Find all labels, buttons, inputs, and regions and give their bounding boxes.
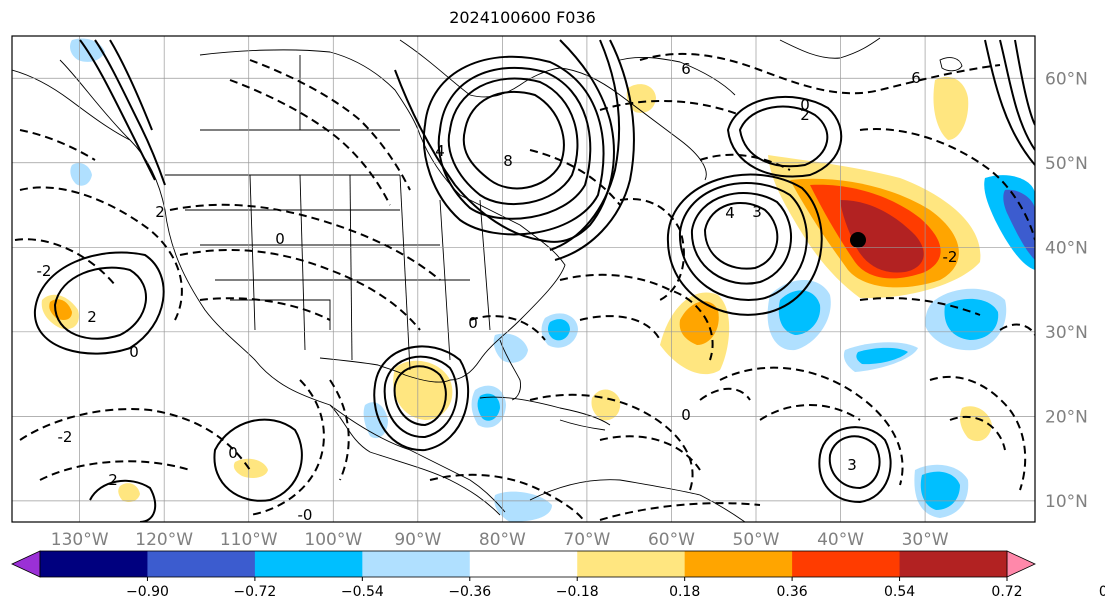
colorbar-swatch (40, 551, 148, 577)
colorbar-tick-label: −0.90 (126, 584, 169, 600)
contour-label: 2 (155, 203, 165, 221)
anomaly-shading (41, 38, 1035, 522)
colorbar-swatch (469, 551, 578, 577)
colorbar-tick-label: −0.18 (556, 584, 599, 600)
contour-label: -2 (37, 262, 52, 280)
colorbar-tick-label: 0.90 (1099, 584, 1105, 600)
contour-label: 0 (681, 406, 691, 424)
contour-label: 3 (847, 456, 857, 474)
contour-label: 3 (752, 203, 762, 221)
latitude-label: 20°N (1045, 407, 1088, 427)
colorbar-swatch (684, 551, 793, 577)
contours-solid (33, 39, 1035, 522)
contour-label: -2 (58, 428, 73, 446)
map-panel: 6 4 2 0 -2 8 4 3 2 0 -2 2 0 0 0 -2 3 6 0… (12, 36, 1035, 524)
graticule (12, 36, 1035, 522)
longitude-label: 100°W (304, 530, 362, 550)
colorbar-tick-label: 0.36 (777, 584, 808, 600)
colorbar-extend-high (1006, 550, 1036, 578)
longitude-label: 60°W (648, 530, 695, 550)
contour-label: 0 (800, 96, 810, 114)
longitude-labels: 130°W 120°W 110°W 100°W 90°W 80°W 70°W 60°W 50°W… (51, 530, 949, 550)
longitude-label: 40°W (817, 530, 864, 550)
contour-label: -0 (298, 506, 313, 524)
contour-label: -2 (943, 248, 958, 266)
contours-dashed (14, 52, 1035, 522)
colorbar-tick-label: −0.54 (341, 584, 384, 600)
colorbar-swatch (362, 551, 471, 577)
latitude-label: 60°N (1045, 69, 1088, 89)
colorbar-tick-label: −0.72 (233, 584, 276, 600)
contour-label: 0 (468, 314, 478, 332)
colorbar-swatch (899, 551, 1008, 577)
colorbar-swatch (254, 551, 363, 577)
contour-label: 2 (87, 308, 97, 326)
colorbar-tick-label: 0.72 (991, 584, 1022, 600)
contour-label: 4 (725, 204, 735, 222)
colorbar-tick-labels: −0.90 −0.72 −0.54 −0.36 −0.18 0.18 0.36 0.54 0.7… (126, 584, 1105, 600)
latitude-label: 30°N (1045, 323, 1088, 343)
colorbar-tick-label: 0.54 (884, 584, 915, 600)
longitude-label: 130°W (51, 530, 109, 550)
longitude-label: 70°W (563, 530, 610, 550)
contour-label: 0 (129, 343, 139, 361)
contour-label: 0 (228, 444, 238, 462)
contour-label: 2 (800, 106, 810, 124)
colorbar-tick-label: 0.18 (669, 584, 700, 600)
contour-label: 6 (911, 69, 921, 87)
colorbar-swatch (147, 551, 256, 577)
contour-label: 8 (503, 152, 513, 170)
contour-label: 4 (435, 142, 445, 160)
latitude-label: 50°N (1045, 154, 1088, 174)
colorbar (11, 550, 1036, 581)
map-frame (11, 35, 1036, 523)
latitude-label: 10°N (1045, 492, 1088, 512)
map-title: 2024100600 F036 (449, 8, 596, 27)
longitude-label: 30°W (902, 530, 949, 550)
min-marker (850, 232, 866, 248)
longitude-label: 120°W (135, 530, 193, 550)
latitude-labels: 60°N 50°N 40°N 30°N 20°N 10°N (1045, 69, 1088, 512)
contour-label: 6 (681, 60, 691, 78)
longitude-label: 110°W (220, 530, 278, 550)
colorbar-frame (39, 550, 1008, 578)
latitude-label: 40°N (1045, 238, 1088, 258)
longitude-label: 80°W (479, 530, 526, 550)
longitude-label: 50°W (733, 530, 780, 550)
colorbar-swatch (577, 551, 686, 577)
colorbar-swatch (792, 551, 901, 577)
colorbar-extend-low (11, 550, 41, 578)
longitude-label: 90°W (394, 530, 441, 550)
contour-label: 2 (108, 471, 118, 489)
contour-label: 0 (275, 230, 285, 248)
colorbar-tick-label: −0.36 (448, 584, 491, 600)
contour-labels: 6 4 2 0 -2 8 4 3 2 0 -2 2 0 0 0 -2 3 6 0… (37, 60, 958, 524)
